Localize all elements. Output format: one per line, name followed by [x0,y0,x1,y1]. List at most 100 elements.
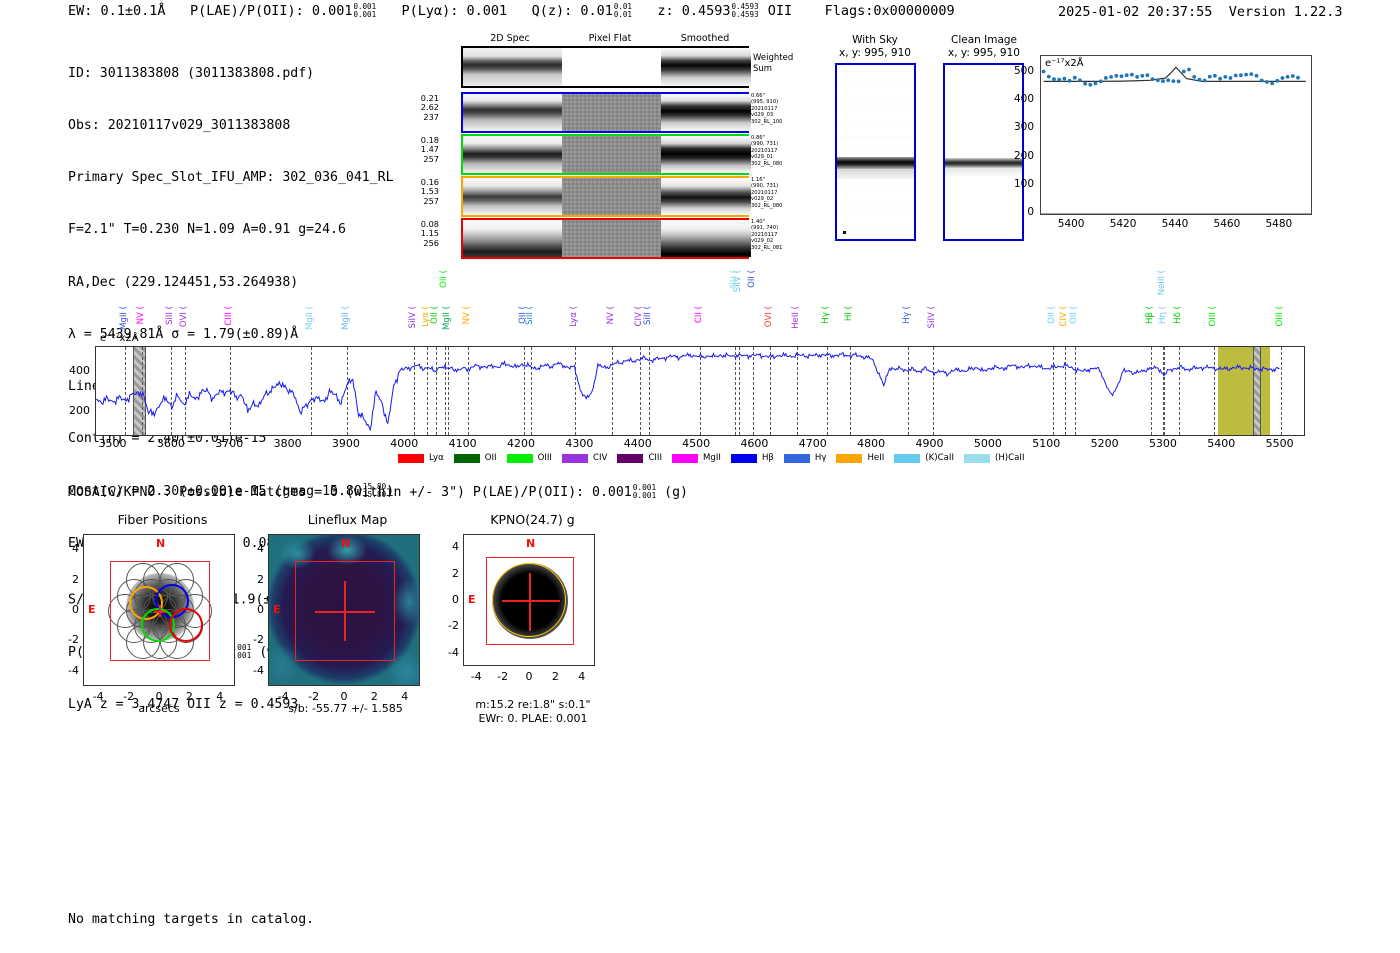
spectrum-line-label: NV ( [135,306,146,325]
fiber-annotation-line: (995, 910) [751,99,779,106]
axis-x-tick-label: 2 [551,670,559,683]
main-x-tick-label: 3800 [273,437,302,450]
legend-label: MgII [703,453,721,463]
spectrum-line-marker [125,347,127,435]
axis-y-tick-label: 4 [452,540,459,554]
fiber-positions-red-box [110,561,210,661]
spectrum-line-marker [184,347,186,435]
lineflux-map-image: N E [268,534,420,686]
zoom-spectrum-plot: e⁻¹⁷x2Å [1040,55,1312,215]
info-cont-w-suffix: ) [386,483,395,499]
spectrum-line-marker [752,347,754,435]
footer-note: No matching targets in catalog. Row inte… [68,876,314,953]
lineflux-map-caption: s/b: -55.77 +/- 1.585 [288,702,403,715]
header-ew: EW: 0.1±0.1Å [68,3,166,19]
axis-x-tick-label: -4 [470,670,482,683]
spectrum-line-label: SiIV ( [408,306,419,329]
zoom-x-tick-label: 5440 [1161,218,1189,230]
main-x-tick-label: 5300 [1148,437,1177,450]
fiber-positions-xlabel: arcsecs [138,702,180,715]
axis-x-tick-label: -4 [277,690,289,703]
spectrum-line-label: Lyα ( [568,306,579,327]
fiber-positions-north-label: N [156,537,166,550]
legend-label: Hβ [761,453,774,463]
main-x-tick-label: 4900 [915,437,944,450]
main-x-tick-label: 4500 [682,437,711,450]
timestamp-text: 2025-01-02 20:37:55 [1058,4,1213,20]
fiber-metrics: 0.18 1.47 257 [413,135,439,164]
spectrum-line-marker [1280,347,1282,435]
zoom-y-tick-label: 0 [1027,206,1034,218]
main-x-tick-label: 3500 [98,437,127,450]
axis-y-tick-label: -4 [448,645,459,659]
fiber-annotation-line: (991, 740) [751,225,779,232]
lineflux-map-north-label: N [341,537,351,550]
fiber-metric-value: 1.53 [420,186,439,197]
spectrum-line-marker [933,347,935,435]
fiber-annotation-line: 0.66" [751,93,765,99]
spectrum-line-label: MgII ( [304,306,315,331]
legend-item: Lyα [398,453,444,463]
spectrum-line-label: Hβ ( [1145,306,1156,325]
fiber-annotation-line: 302_RL_080 [751,202,783,209]
spectrum-line-label: HI ( [843,306,854,322]
axis-x-tick-label: 4 [216,690,224,703]
fiber-metric-value: 237 [423,111,439,122]
mosaic-prefix: MOSAIC/KPNO : Possible Matches = 0 (with… [68,485,632,501]
header-z-label: z: [657,3,674,19]
spectrum-line-label: OIII ( [1274,306,1285,327]
zoom-x-tick-label: 5480 [1265,218,1293,230]
kpno-red-box [486,557,574,645]
fiber-annotation-line: 20210117 [751,147,778,154]
main-x-tick-label: 3700 [215,437,244,450]
spectrum-line-marker [908,347,910,435]
clean-image [943,63,1024,241]
kpno-panel: KPNO(24.7) g N E 4 2 0 -2 -4 -4 -2 0 2 4 m:15.2 … [425,512,640,732]
spectrum-line-marker [531,347,533,435]
legend-label: Lyα [429,453,444,463]
axis-x-tick-label: -2 [123,690,135,703]
main-y-tick-label: 400 [69,363,90,377]
header-z-type: OII [767,3,793,19]
spectrum-line-marker [414,347,416,435]
zoom-spectrum-svg [1041,66,1311,214]
spectrum-line-label: SiII ( [525,306,536,325]
fiber-metric-value: 2.62 [420,102,439,113]
spectrum-line-marker [826,347,828,435]
fiber-annotation-line: 302_RL_100 [751,118,783,125]
fiber-smoothed-image [661,94,751,131]
header-z-value: 0.4593 [681,3,731,19]
fiber-pixelflat-image [562,220,661,257]
legend-item: (H)CaII [963,453,1025,463]
spectrum-line-marker [1064,347,1066,435]
header-flags: Flags:0x00000009 [824,3,955,19]
spectrum-line-marker [427,347,429,435]
kpno-aperture-circle [492,563,566,637]
fiber-annotations: 0.66" (995, 910) 20210117 v029_03 302_RL_100 [751,93,807,125]
info-seeing: F=2.1" T=0.230 N=1.09 A=0.91 g=24.6 [68,222,346,238]
axis-x-tick-label: 0 [525,670,533,683]
fiber-circle-highlighted [169,608,203,642]
spectrum-line-label: SiIV ( [927,306,938,329]
fiber-positions-panel: Fiber Positions N E 4 2 0 -2 -4 -4 -2 0 2 4 arcs… [55,512,270,722]
zoom-x-tick-label: 5400 [1057,218,1085,230]
header-qz-value: 0.01 [580,3,613,19]
lineflux-map-east-label: E [273,603,281,616]
spectrum-line-marker [639,347,641,435]
fiber-annotation-line: v029_03 [751,112,774,119]
info-cont-w-frac: 15.80 15.80 [362,481,387,499]
spectrum-line-label: Hδ ( [1172,306,1183,324]
fiber-metric-value: 257 [423,153,439,164]
main-x-tick-label: 3600 [156,437,185,450]
main-x-tick-label: 5500 [1265,437,1294,450]
spectrum-line-marker [849,347,851,435]
axis-x-tick-label: 2 [370,690,378,703]
legend-swatch [963,453,990,463]
main-x-tick-label: 5100 [1032,437,1061,450]
spectrum-line-label: MgII ( [441,306,452,331]
legend-swatch [453,453,480,463]
legend-swatch [730,453,757,463]
main-x-tick-label: 4100 [448,437,477,450]
legend-item: CIV [561,453,607,463]
